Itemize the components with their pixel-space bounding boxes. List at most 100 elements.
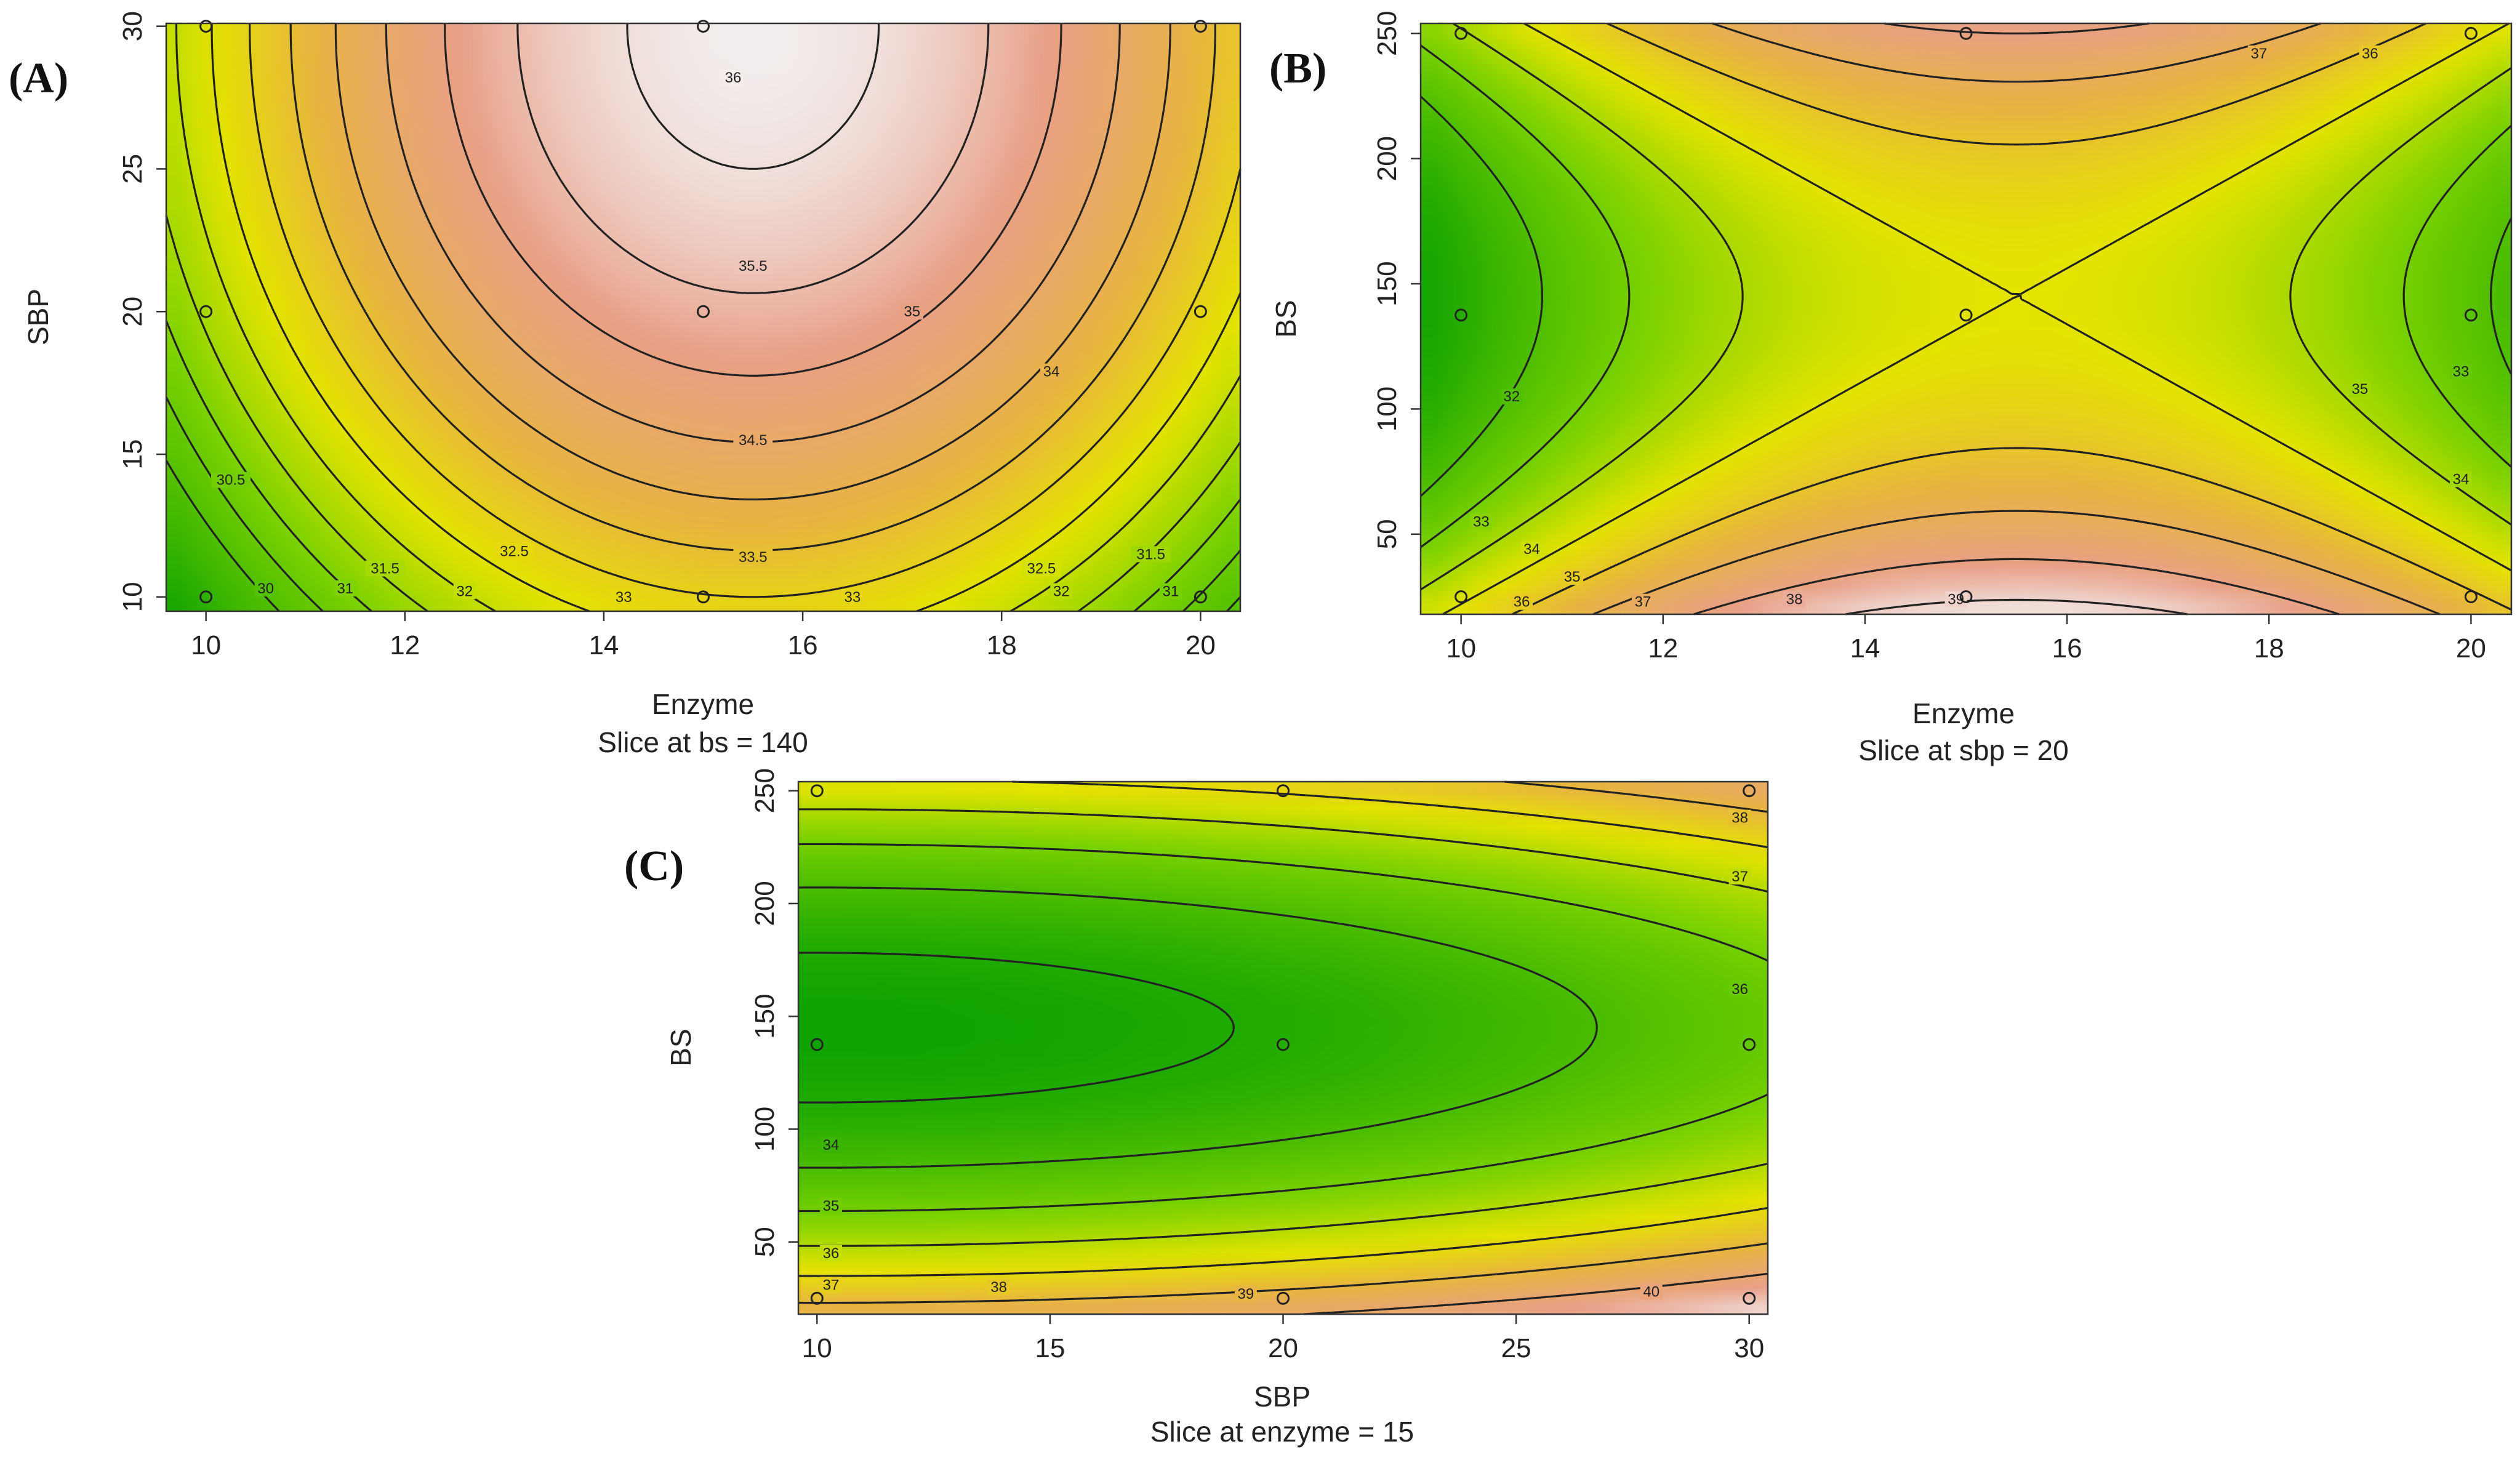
design-point (1277, 1291, 1290, 1305)
contour-label-gap (1728, 981, 1751, 998)
contour-label-gap (1520, 541, 1543, 558)
contour-label-gap (1632, 593, 1654, 610)
y-tick-label: 250 (1372, 11, 1402, 56)
contour-line (626, 23, 880, 170)
y-tick-label: 200 (1372, 136, 1402, 181)
contour-label: 30.5 (217, 472, 246, 489)
contour-label: 37 (1635, 594, 1651, 611)
contour-line (385, 23, 1121, 443)
panel-c-contours (798, 780, 1768, 1315)
design-point (1743, 784, 1756, 798)
design-point (1959, 308, 1973, 322)
contour-label-gap (1021, 560, 1061, 577)
contour-label-gap (1500, 388, 1523, 405)
panel-a-contour-labels: 30 30.5 31 31.5 32 32.5 33 33.5 33 34.5 35.5 35 34 32… (211, 70, 1182, 606)
design-point (810, 1291, 824, 1305)
contour-line (175, 23, 1242, 612)
contour-label-gap (820, 1277, 842, 1293)
x-tick-label: 30 (1734, 1333, 1764, 1363)
contour-line (1420, 22, 2512, 591)
x-tick-label: 14 (588, 630, 619, 660)
design-point (1743, 1291, 1756, 1305)
panel-a: (A) 30 30.5 31 31.5 32 32.5 33 33.5 33 34.5 35.5 35… (9, 11, 1242, 758)
y-tick-label: 150 (750, 993, 780, 1038)
x-tick-label: 10 (1446, 633, 1476, 664)
contour-label-gap (841, 588, 864, 605)
design-point (199, 305, 213, 318)
x-tick-label: 12 (390, 630, 420, 660)
panel-a-plot-frame (165, 22, 1242, 612)
contour-label: 37 (823, 1277, 840, 1293)
contour-label: 35 (1564, 569, 1581, 585)
contour-label: 31 (337, 580, 353, 597)
panel-b-letter: (B) (1269, 45, 1326, 92)
contour-label-gap (733, 548, 773, 565)
contour-label-gap (453, 583, 476, 600)
contour-label: 35.5 (739, 258, 768, 275)
contour-label: 33 (2453, 363, 2470, 380)
panel-b-subtitle: Slice at sbp = 20 (1858, 734, 2068, 766)
contour-label: 33 (616, 589, 632, 606)
y-tick-label: 30 (118, 11, 148, 41)
x-tick-label: 18 (2254, 633, 2284, 664)
panel-c-x-axis: 10 15 20 25 30 (802, 1314, 1764, 1363)
panel-c-y-axis: 50 100 150 200 250 (750, 768, 798, 1257)
contour-label-gap (211, 471, 251, 488)
contour-label-gap (820, 1198, 842, 1214)
y-tick-label: 150 (1372, 261, 1402, 306)
contour-line (798, 843, 1768, 1213)
panel-c-contour-labels: 34 35 36 37 38 39 40 38 37 36 (820, 809, 1751, 1302)
contour-label: 38 (990, 1279, 1007, 1296)
contour-label: 32.5 (1027, 561, 1056, 577)
contour-label-gap (1050, 583, 1073, 600)
contour-label-gap (2247, 45, 2270, 62)
contour-label: 37 (2250, 46, 2267, 62)
contour-label: 34 (2453, 471, 2470, 487)
panel-c-heatmap (798, 782, 1768, 1314)
y-tick-label: 25 (118, 154, 148, 184)
contour-label: 34 (1043, 364, 1060, 380)
panel-b-y-axis: 50 100 150 200 250 (1372, 11, 1421, 549)
panel-b-design-points (1455, 26, 2478, 603)
contour-label: 35 (2352, 381, 2369, 398)
contour-label-gap (1944, 591, 1967, 608)
contour-label: 37 (1731, 868, 1748, 885)
y-tick-label: 200 (750, 881, 780, 926)
y-tick-label: 10 (118, 582, 148, 612)
design-point (199, 20, 213, 33)
design-point (1277, 784, 1290, 798)
panel-b-y-title: BS (1270, 300, 1302, 337)
contour-label-gap (820, 1245, 842, 1261)
design-point (1959, 26, 1973, 40)
design-point (1455, 308, 1468, 322)
contour-label: 35 (823, 1198, 840, 1214)
contour-label: 33 (845, 589, 861, 606)
contour-label-gap (2450, 471, 2472, 487)
design-point (697, 20, 710, 33)
contour-label-gap (494, 543, 534, 560)
design-point (1455, 26, 1468, 40)
contour-line (798, 886, 1598, 1169)
panel-c: (C) 34 35 36 37 38 39 40 38 37 36 10 15 20 25 30 50 10… (624, 768, 1769, 1448)
contour-label: 34.5 (739, 432, 768, 449)
x-tick-label: 10 (802, 1333, 832, 1363)
panel-a-contours (165, 23, 1242, 612)
contour-label-gap (722, 70, 744, 86)
contour-label: 34 (1523, 541, 1540, 558)
contour-label: 32 (1053, 584, 1070, 600)
contour-label-gap (733, 258, 773, 275)
design-point (1743, 1038, 1756, 1051)
contour-label: 34 (823, 1137, 840, 1153)
x-tick-label: 16 (788, 630, 818, 660)
contour-label-gap (1234, 1286, 1257, 1302)
contour-label: 31 (1163, 584, 1179, 600)
contour-label: 36 (823, 1245, 840, 1262)
design-point (1959, 590, 1973, 603)
contour-line (165, 396, 1242, 612)
contour-label-gap (1131, 546, 1171, 563)
contour-line (334, 23, 1171, 500)
y-tick-label: 15 (118, 439, 148, 470)
contour-label-gap (334, 580, 356, 596)
